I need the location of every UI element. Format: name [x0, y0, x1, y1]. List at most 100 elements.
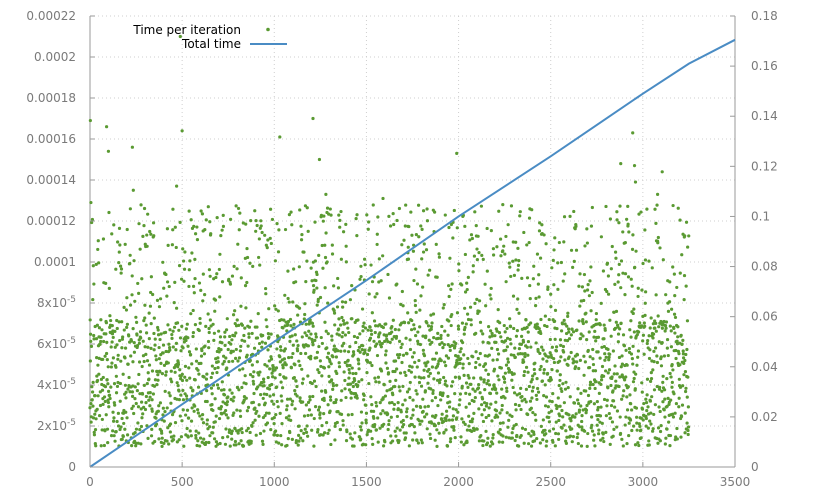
scatter-point [281, 326, 285, 330]
scatter-point [148, 404, 152, 408]
scatter-point [252, 382, 256, 386]
scatter-point [401, 418, 405, 423]
scatter-point [228, 444, 232, 448]
scatter-point [530, 396, 534, 400]
scatter-point [624, 375, 628, 379]
scatter-point [652, 412, 656, 417]
scatter-point [167, 442, 171, 446]
scatter-point [514, 240, 518, 244]
scatter-point [655, 203, 659, 207]
scatter-point [479, 433, 483, 438]
scatter-point [352, 334, 357, 339]
scatter-point [533, 413, 537, 417]
scatter-point [619, 321, 623, 325]
scatter-point [392, 402, 397, 407]
scatter-point [229, 431, 234, 436]
scatter-point [343, 387, 347, 391]
scatter-point [275, 385, 279, 389]
scatter-point [157, 404, 161, 408]
scatter-point [426, 360, 430, 364]
scatter-point [297, 424, 301, 428]
scatter-point [684, 220, 689, 224]
scatter-point [535, 397, 539, 402]
scatter-point [243, 374, 247, 378]
scatter-point [242, 333, 246, 338]
scatter-point [444, 364, 448, 368]
scatter-point [400, 342, 404, 346]
scatter-point [103, 399, 107, 404]
scatter-point [339, 257, 343, 261]
scatter-point [314, 384, 318, 389]
scatter-point [447, 294, 451, 299]
scatter-point [441, 306, 445, 310]
scatter-point [654, 221, 658, 225]
scatter-point [352, 352, 356, 357]
scatter-point [218, 295, 222, 299]
scatter-point [374, 404, 379, 408]
scatter-point [255, 360, 259, 364]
scatter-point [399, 345, 403, 350]
scatter-point [481, 443, 485, 448]
y2-tick-label: 0.14 [751, 109, 778, 123]
scatter-point [530, 389, 535, 393]
scatter-point [340, 300, 345, 304]
scatter-point [177, 328, 181, 332]
scatter-point [460, 384, 464, 388]
scatter-point [187, 209, 191, 213]
scatter-point [467, 361, 471, 366]
scatter-point [641, 418, 645, 422]
scatter-point [517, 444, 521, 448]
scatter-point [383, 394, 388, 398]
scatter-point [489, 402, 493, 406]
scatter-point [614, 379, 618, 383]
scatter-point [479, 377, 483, 381]
scatter-point [101, 357, 105, 362]
scatter-point [585, 227, 589, 231]
scatter-point [434, 351, 439, 355]
scatter-point-outlier [104, 125, 109, 129]
scatter-point [397, 206, 402, 211]
scatter-point [370, 437, 374, 441]
scatter-point [608, 352, 612, 356]
scatter-point [362, 321, 366, 325]
scatter-point [599, 382, 603, 386]
scatter-point [559, 343, 563, 347]
scatter-point [684, 284, 688, 288]
scatter-point [377, 340, 382, 344]
scatter-point [645, 377, 650, 381]
scatter-point [93, 394, 97, 398]
scatter-point [297, 359, 301, 363]
scatter-point [308, 398, 312, 402]
scatter-point [162, 441, 166, 445]
scatter-point [147, 337, 151, 341]
scatter-point [381, 444, 386, 448]
scatter-point [454, 354, 458, 358]
scatter-point [116, 353, 120, 357]
scatter-point [637, 422, 641, 426]
scatter-point [577, 284, 581, 288]
scatter-point [156, 328, 160, 332]
scatter-point [495, 245, 499, 249]
scatter-point [323, 286, 327, 290]
scatter-point [518, 210, 522, 214]
scatter-point [186, 336, 190, 340]
scatter-point [539, 364, 543, 369]
scatter-point [95, 323, 99, 327]
scatter-point [311, 343, 315, 347]
scatter-point [506, 360, 510, 364]
scatter-point [650, 266, 654, 270]
scatter-point [686, 375, 690, 379]
scatter-point [323, 243, 327, 247]
scatter-point [628, 393, 632, 397]
scatter-point [284, 320, 288, 324]
scatter-point [334, 355, 338, 359]
scatter-point [484, 404, 488, 408]
scatter-point [219, 388, 224, 392]
scatter-point [687, 234, 691, 238]
scatter-point [91, 416, 96, 420]
scatter-point [303, 302, 307, 306]
scatter-point [211, 322, 215, 326]
scatter-point [142, 319, 146, 323]
scatter-point [574, 224, 578, 228]
scatter-point [508, 325, 513, 329]
